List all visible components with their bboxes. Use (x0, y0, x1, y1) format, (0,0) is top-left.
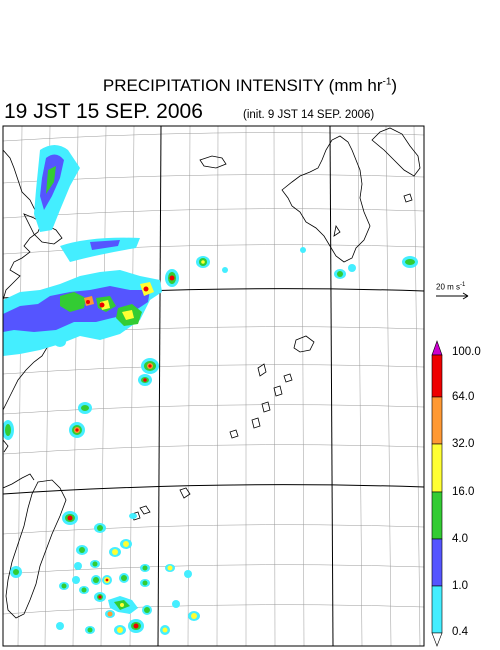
precipitation-field (3, 145, 418, 635)
colorbar-label-32: 32.0 (452, 438, 475, 450)
wind-vector-label-text: 20 m s (436, 282, 461, 292)
map-frame (2, 125, 425, 647)
colorbar-swatch-64-100 (431, 354, 443, 398)
colorbar-swatch-0.4-1 (431, 585, 443, 634)
valid-time: 19 JST 15 SEP. 2006 (4, 100, 203, 123)
colorbar-swatch-1-4 (431, 538, 443, 587)
colorbar-label-0.4: 0.4 (452, 626, 468, 638)
colorbar-label-16: 16.0 (452, 486, 475, 498)
colorbar-label-1: 1.0 (452, 580, 468, 592)
title-unit-exponent: -1 (382, 76, 392, 88)
colorbar-label-64: 64.0 (452, 391, 475, 403)
colorbar-triangle-max (431, 340, 443, 356)
colorbar (431, 340, 443, 647)
title-text: PRECIPITATION INTENSITY (mm hr (102, 76, 383, 95)
colorbar-swatch-32-64 (431, 396, 443, 445)
map-title: PRECIPITATION INTENSITY (mm hr-1) (0, 76, 500, 96)
title-close: ) (391, 76, 398, 95)
map-grid (3, 126, 424, 646)
wind-vector-label: 20 m s-1 (436, 282, 465, 292)
wind-vector-reference-arrow (436, 292, 469, 300)
colorbar-triangle-min (431, 632, 443, 647)
map-major-grid (3, 126, 424, 646)
colorbar-label-4: 4.0 (452, 533, 468, 545)
wind-vector-label-exponent: -1 (460, 282, 466, 288)
init-time: (init. 9 JST 14 SEP. 2006) (243, 109, 375, 121)
colorbar-label-100: 100.0 (452, 346, 481, 358)
colorbar-swatch-16-32 (431, 443, 443, 493)
colorbar-swatch-4-16 (431, 491, 443, 540)
coastlines (3, 127, 421, 619)
